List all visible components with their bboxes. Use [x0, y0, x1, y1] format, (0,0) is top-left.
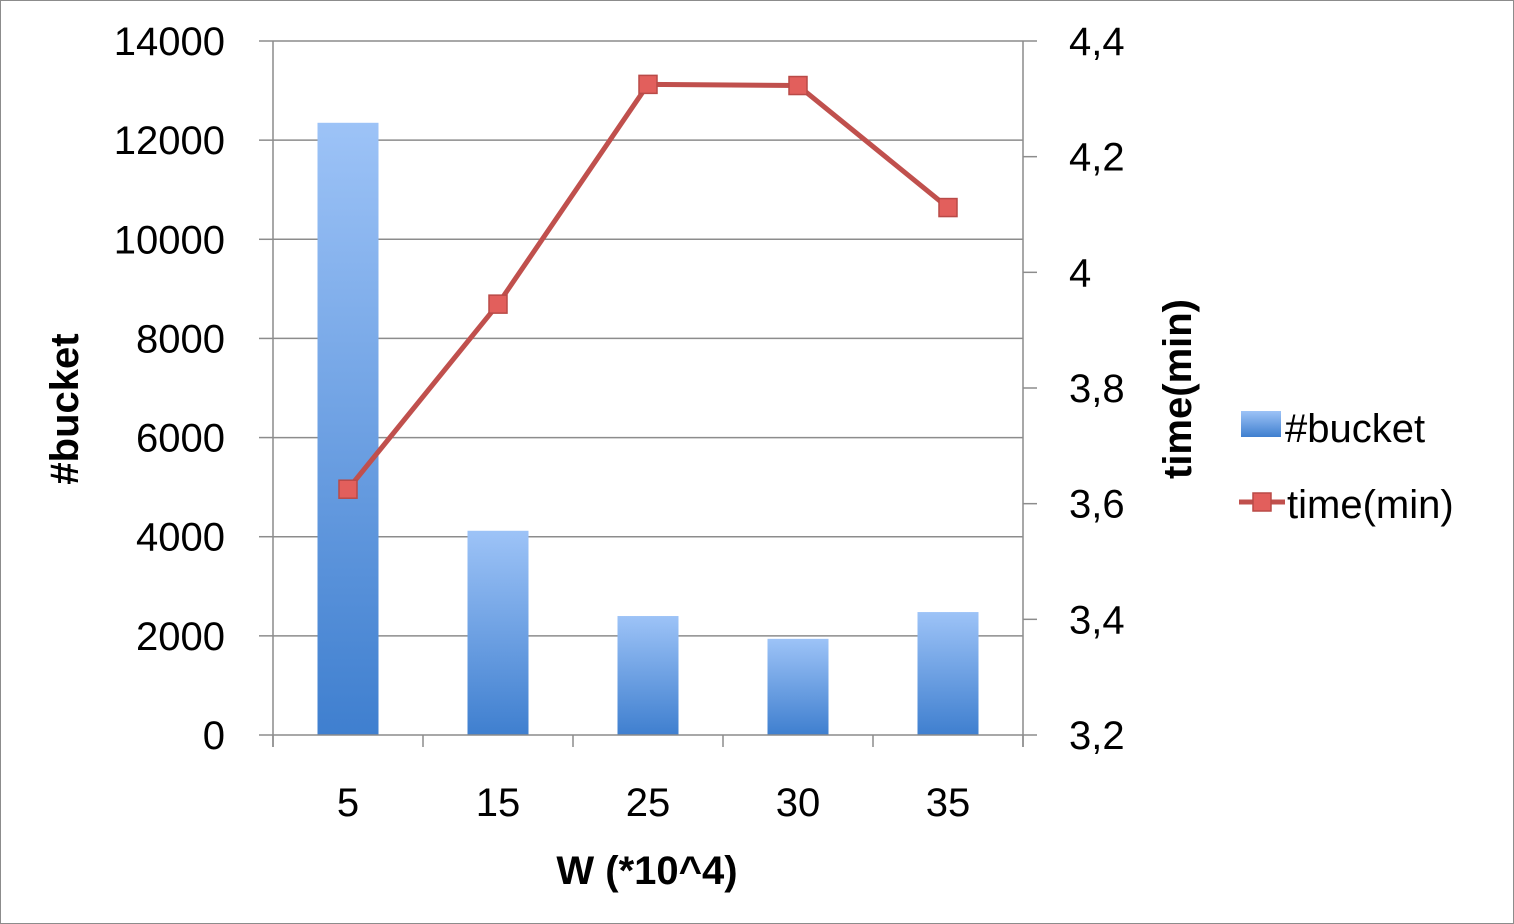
x-tick-label: 5: [337, 781, 359, 825]
y-right-tick-label: 4: [1069, 251, 1091, 295]
bar: [767, 638, 829, 735]
y-left-tick-label: 10000: [114, 218, 225, 262]
x-tick-label: 15: [476, 781, 521, 825]
time-point: [938, 197, 958, 218]
y-left-tick-label: 2000: [136, 615, 225, 659]
y-right-tick-label: 4,4: [1069, 20, 1125, 64]
y-right-tick-label: 4,2: [1069, 136, 1125, 180]
time-point: [638, 74, 658, 95]
time-point: [488, 294, 508, 314]
bar: [467, 530, 529, 735]
legend-bucket-label: #bucket: [1285, 407, 1425, 451]
y-left-axis-title: #bucket: [43, 333, 87, 484]
y-right-axis-title: time(min): [1156, 299, 1200, 479]
y-left-tick-label: 8000: [136, 317, 225, 361]
x-axis-title: W (*10^4): [556, 849, 737, 893]
y-right-tick-label: 3,6: [1069, 483, 1125, 527]
y-left-tick-label: 14000: [114, 20, 225, 64]
bar: [917, 612, 979, 735]
y-right-tick-label: 3,2: [1069, 714, 1125, 758]
gridlines: [273, 40, 1023, 637]
legend-time-label: time(min): [1287, 483, 1454, 527]
x-tick-label: 30: [776, 781, 821, 825]
bar-series: [317, 122, 979, 736]
tick-labels: 0 2000 4000 6000 8000 10000 12000 14000 3,2 3,4 3,…: [114, 20, 1125, 825]
legend: #bucket time(min): [1239, 407, 1454, 527]
legend-time-marker: [1252, 492, 1272, 512]
x-tick-label: 35: [926, 781, 971, 825]
legend-bucket-swatch: [1241, 411, 1281, 437]
time-line: [346, 81, 950, 491]
line-series: [338, 74, 958, 499]
y-left-tick-label: 4000: [136, 516, 225, 560]
time-point: [788, 75, 808, 96]
bar: [617, 616, 679, 735]
y-left-tick-label: 6000: [136, 417, 225, 461]
x-tick-label: 25: [626, 781, 671, 825]
y-right-tick-label: 3,8: [1069, 367, 1125, 411]
bar: [317, 122, 379, 736]
y-left-tick-label: 0: [203, 714, 225, 758]
y-left-tick-label: 12000: [114, 119, 225, 163]
axes: [259, 40, 1037, 747]
y-right-tick-label: 3,4: [1069, 598, 1125, 642]
time-point: [338, 479, 358, 499]
